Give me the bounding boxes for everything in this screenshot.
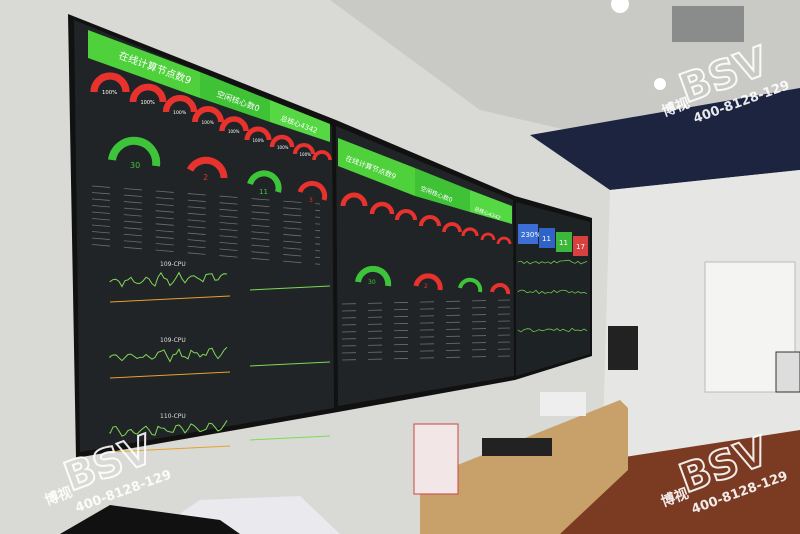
- stat-tile-value: 230%: [521, 231, 541, 239]
- gauge-value: 100%: [300, 152, 312, 157]
- gauge-value: 100%: [253, 138, 265, 143]
- stat-tile-value: 17: [576, 243, 585, 251]
- monitor: [776, 352, 800, 392]
- box: [540, 392, 586, 416]
- stat-tile-value: 11: [542, 235, 551, 243]
- gauge-value: 100%: [277, 145, 289, 150]
- gauge-value: 2: [203, 173, 208, 182]
- gauge-value: 100%: [228, 129, 240, 134]
- monitor: [608, 326, 638, 370]
- gauge-value: 2: [424, 283, 428, 290]
- gauge-value: 11: [259, 188, 268, 196]
- gauge-value: 3: [309, 197, 313, 204]
- chart-title: 109-CPU: [160, 261, 186, 268]
- air-vent: [672, 6, 744, 42]
- ceiling-light: [654, 78, 666, 90]
- gauge-value: 30: [368, 279, 376, 286]
- gauge-value: 100%: [141, 100, 156, 106]
- gauge-value: 100%: [202, 120, 214, 126]
- gauge-value: 100%: [102, 90, 117, 96]
- device: [482, 438, 552, 456]
- stat-tile-value: 11: [559, 239, 568, 247]
- gauge-value: 30: [130, 161, 140, 170]
- sign-stand: [414, 424, 458, 494]
- gauge-value: 100%: [173, 110, 187, 116]
- chart-title: 109-CPU: [160, 337, 186, 344]
- chart-title: 110-CPU: [160, 413, 186, 420]
